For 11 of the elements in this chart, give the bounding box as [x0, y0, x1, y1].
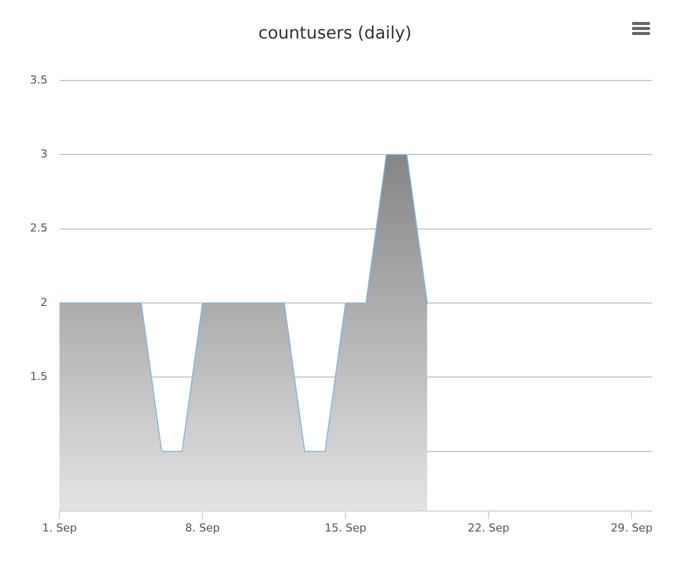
x-tick-label: 1. Sep	[42, 521, 77, 534]
y-tick-label: 3	[40, 147, 48, 160]
x-tick-label: 8. Sep	[185, 521, 220, 534]
x-tick-label: 15. Sep	[324, 521, 366, 534]
x-tick-label: 29. Sep	[610, 521, 652, 534]
y-tick-label: 3.5	[30, 73, 48, 86]
x-tick-label: 22. Sep	[468, 521, 510, 534]
y-tick-label: 1.5	[30, 370, 48, 384]
y-tick-label: 2	[40, 296, 48, 309]
y-tick-label: 2.5	[30, 222, 48, 235]
chart-title: countusers (daily)	[258, 24, 412, 44]
